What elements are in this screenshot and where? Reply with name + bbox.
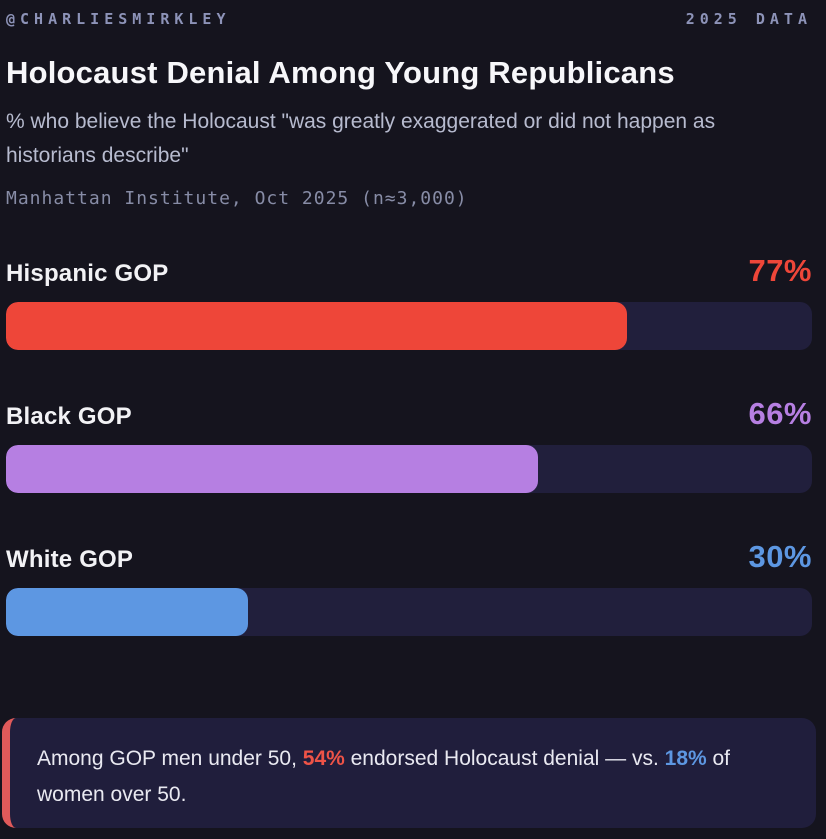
page-title: Holocaust Denial Among Young Republicans [6,55,675,90]
bar-value-white-gop: 30% [748,539,812,574]
bar-value-black-gop: 66% [748,396,812,431]
callout-box: Among GOP men under 50, 54% endorsed Hol… [2,718,816,828]
bar-label-white-gop: White GOP [6,546,134,573]
bar-value-hispanic-gop: 77% [748,253,812,288]
bar-row-black-gop: Black GOP 66% [6,396,812,493]
callout-stat-men: 54% [302,747,345,770]
source-citation: Manhattan Institute, Oct 2025 (n≈3,000) [6,188,468,209]
author-handle: @CHARLIESMIRKLEY [6,10,231,28]
callout-text: Among GOP men under 50, 54% endorsed Hol… [37,741,792,813]
bar-fill-black-gop [6,445,538,493]
callout-text-part3: of women over 50. [37,747,731,806]
data-year-tag: 2025 DATA [685,10,812,28]
bar-track-white-gop [6,588,812,636]
bar-row-white-gop: White GOP 30% [6,539,812,636]
callout-text-part2: endorsed Holocaust denial — vs. [344,747,665,770]
top-bar: @CHARLIESMIRKLEY 2025 DATA [6,0,812,28]
chart-subtitle: % who believe the Holocaust "was greatly… [6,110,716,167]
bar-track-hispanic-gop [6,302,812,350]
bar-track-black-gop [6,445,812,493]
bar-row-hispanic-gop: Hispanic GOP 77% [6,253,812,350]
bar-fill-white-gop [6,588,248,636]
callout-text-part1: Among GOP men under 50, [37,747,303,770]
bar-label-black-gop: Black GOP [6,403,132,430]
bar-label-hispanic-gop: Hispanic GOP [6,260,169,287]
callout-stat-women: 18% [664,747,707,770]
bar-fill-hispanic-gop [6,302,627,350]
